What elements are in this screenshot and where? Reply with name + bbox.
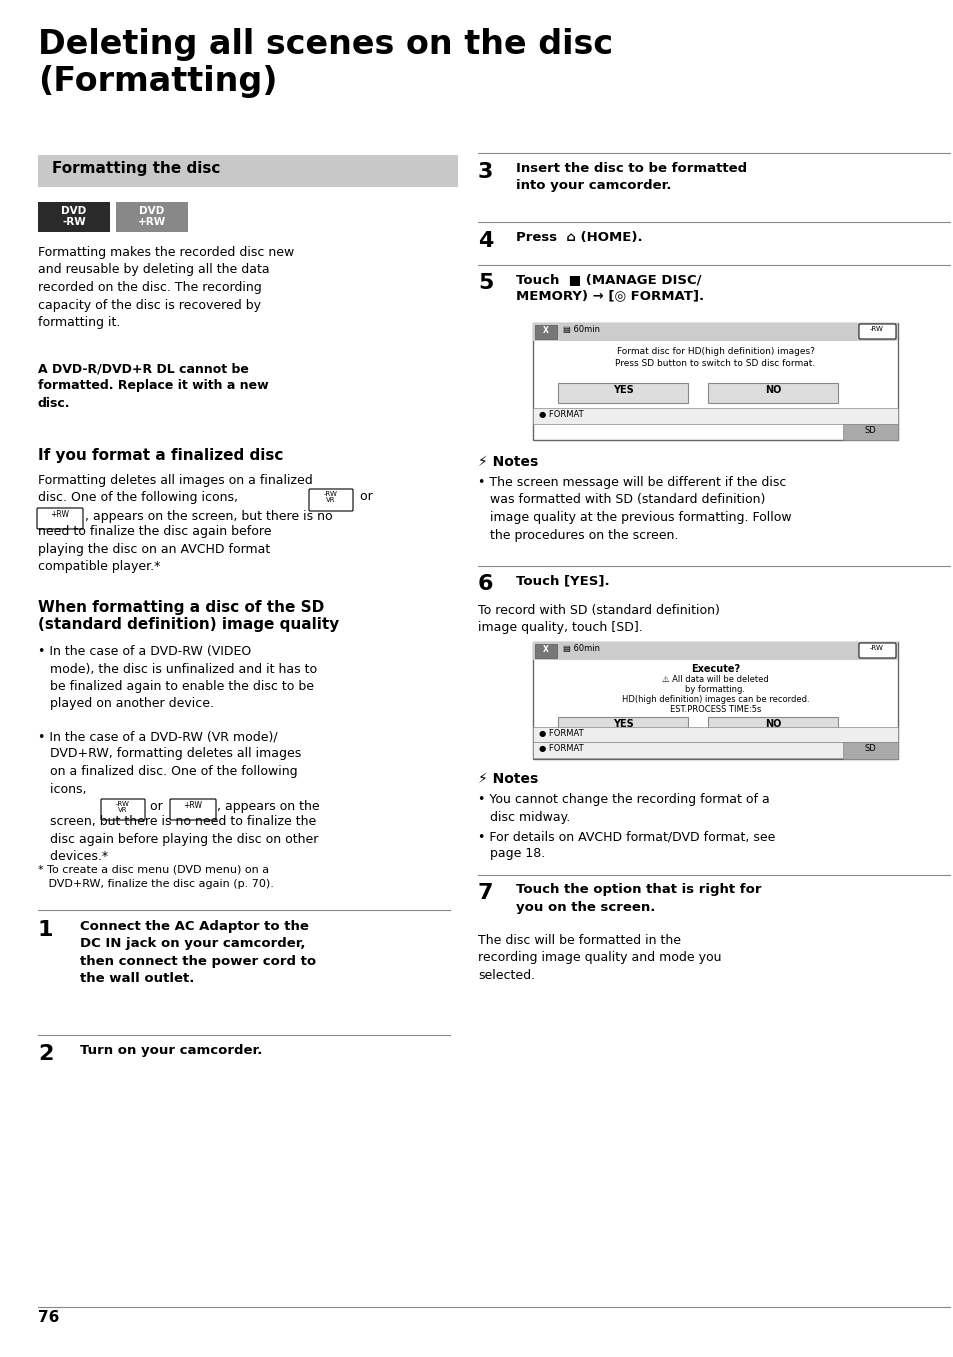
Text: EST.PROCESS TIME:5s: EST.PROCESS TIME:5s: [669, 706, 760, 714]
Text: +RW: +RW: [183, 801, 202, 810]
Bar: [842, 423, 897, 440]
Bar: [533, 642, 897, 759]
Text: Formatting makes the recorded disc new
and reusable by deleting all the data
rec: Formatting makes the recorded disc new a…: [38, 246, 294, 328]
Bar: [842, 742, 897, 759]
FancyBboxPatch shape: [309, 489, 353, 512]
Text: 5: 5: [477, 273, 493, 293]
Bar: [116, 202, 188, 232]
Text: by formatting.: by formatting.: [685, 685, 744, 693]
Text: DVD
-RW: DVD -RW: [61, 206, 87, 227]
Text: Formatting deletes all images on a finalized
disc. One of the following icons,: Formatting deletes all images on a final…: [38, 474, 313, 505]
Text: SD: SD: [863, 426, 875, 436]
Text: 1: 1: [38, 920, 53, 940]
Text: Deleting all scenes on the disc
(Formatting): Deleting all scenes on the disc (Formatt…: [38, 28, 613, 98]
Text: NO: NO: [764, 385, 781, 395]
Text: • In the case of a DVD-RW (VIDEO
   mode), the disc is unfinalized and it has to: • In the case of a DVD-RW (VIDEO mode), …: [38, 645, 316, 711]
Text: -RW
VR: -RW VR: [116, 801, 130, 813]
Text: Turn on your camcorder.: Turn on your camcorder.: [80, 1044, 262, 1057]
Text: , appears on the screen, but there is no: , appears on the screen, but there is no: [85, 510, 333, 522]
Text: Format disc for HD(high definition) images?: Format disc for HD(high definition) imag…: [616, 347, 814, 356]
Text: 2: 2: [38, 1044, 53, 1064]
Bar: [533, 323, 897, 341]
Bar: [707, 383, 837, 403]
Bar: [533, 727, 897, 742]
Text: Connect the AC Adaptor to the
DC IN jack on your camcorder,
then connect the pow: Connect the AC Adaptor to the DC IN jack…: [80, 920, 315, 985]
Text: 76: 76: [38, 1310, 59, 1324]
Bar: [558, 383, 687, 403]
Text: ● FORMAT: ● FORMAT: [538, 744, 583, 753]
Text: NO: NO: [764, 719, 781, 729]
Text: -RW: -RW: [869, 326, 883, 332]
Bar: [707, 716, 837, 737]
Text: A DVD-R/DVD+R DL cannot be
formatted. Replace it with a new
disc.: A DVD-R/DVD+R DL cannot be formatted. Re…: [38, 362, 269, 410]
Text: -RW: -RW: [869, 645, 883, 651]
Text: If you format a finalized disc: If you format a finalized disc: [38, 448, 283, 463]
Text: • You cannot change the recording format of a
   disc midway.: • You cannot change the recording format…: [477, 792, 769, 824]
Text: YES: YES: [612, 719, 633, 729]
Text: , appears on the: , appears on the: [216, 801, 319, 813]
Text: Execute?: Execute?: [690, 664, 740, 674]
Text: The disc will be formatted in the
recording image quality and mode you
selected.: The disc will be formatted in the record…: [477, 934, 720, 982]
Text: When formatting a disc of the SD
(standard definition) image quality: When formatting a disc of the SD (standa…: [38, 600, 339, 632]
Text: or: or: [146, 801, 163, 813]
Text: * To create a disc menu (DVD menu) on a
   DVD+RW, finalize the disc again (p. 7: * To create a disc menu (DVD menu) on a …: [38, 864, 274, 889]
Bar: [535, 645, 557, 658]
FancyBboxPatch shape: [101, 799, 145, 820]
Text: • In the case of a DVD-RW (VR mode)/
   DVD+RW, formatting deletes all images
  : • In the case of a DVD-RW (VR mode)/ DVD…: [38, 730, 301, 795]
Text: Press SD button to switch to SD disc format.: Press SD button to switch to SD disc for…: [615, 360, 815, 368]
Text: ⚡ Notes: ⚡ Notes: [477, 455, 537, 470]
Bar: [38, 202, 110, 232]
Text: • The screen message will be different if the disc
   was formatted with SD (sta: • The screen message will be different i…: [477, 476, 791, 541]
Text: 3: 3: [477, 161, 493, 182]
Bar: [533, 323, 897, 440]
Text: 7: 7: [477, 883, 493, 902]
FancyBboxPatch shape: [858, 324, 895, 339]
Text: need to finalize the disc again before
playing the disc on an AVCHD format
compa: need to finalize the disc again before p…: [38, 525, 272, 573]
Text: ● FORMAT: ● FORMAT: [538, 729, 583, 738]
Text: screen, but there is no need to finalize the
   disc again before playing the di: screen, but there is no need to finalize…: [38, 816, 318, 863]
FancyBboxPatch shape: [858, 643, 895, 658]
Bar: [533, 742, 897, 759]
Text: ▤ 60min: ▤ 60min: [562, 324, 599, 334]
Text: X: X: [542, 326, 548, 335]
Text: +RW: +RW: [51, 510, 70, 518]
Bar: [535, 324, 557, 339]
Text: • For details on AVCHD format/DVD format, see
   page 18.: • For details on AVCHD format/DVD format…: [477, 830, 775, 860]
Bar: [533, 642, 897, 660]
Text: 4: 4: [477, 231, 493, 251]
Bar: [38, 155, 457, 187]
Text: Touch the option that is right for
you on the screen.: Touch the option that is right for you o…: [516, 883, 760, 913]
Text: 6: 6: [477, 574, 493, 594]
Text: -RW
VR: -RW VR: [324, 491, 337, 503]
Text: SD: SD: [863, 744, 875, 753]
Text: Touch  ■ (MANAGE DISC/
MEMORY) → [◎ FORMAT].: Touch ■ (MANAGE DISC/ MEMORY) → [◎ FORMA…: [516, 273, 703, 303]
Text: HD(high definition) images can be recorded.: HD(high definition) images can be record…: [621, 695, 808, 704]
FancyBboxPatch shape: [37, 508, 83, 529]
FancyBboxPatch shape: [170, 799, 215, 820]
Text: ▤ 60min: ▤ 60min: [562, 645, 599, 653]
Text: Formatting the disc: Formatting the disc: [52, 161, 220, 176]
Text: YES: YES: [612, 385, 633, 395]
Text: Insert the disc to be formatted
into your camcorder.: Insert the disc to be formatted into you…: [516, 161, 746, 193]
Bar: [558, 716, 687, 737]
Text: DVD
+RW: DVD +RW: [138, 206, 166, 227]
Text: ⚠ All data will be deleted: ⚠ All data will be deleted: [661, 674, 768, 684]
Text: ⚡ Notes: ⚡ Notes: [477, 772, 537, 786]
Bar: [533, 408, 897, 423]
Text: To record with SD (standard definition)
image quality, touch [SD].: To record with SD (standard definition) …: [477, 604, 720, 635]
Text: Touch [YES].: Touch [YES].: [516, 574, 609, 588]
Text: or: or: [355, 490, 373, 503]
Text: X: X: [542, 645, 548, 654]
Text: Press  ⌂ (HOME).: Press ⌂ (HOME).: [516, 231, 642, 244]
Text: ● FORMAT: ● FORMAT: [538, 410, 583, 419]
